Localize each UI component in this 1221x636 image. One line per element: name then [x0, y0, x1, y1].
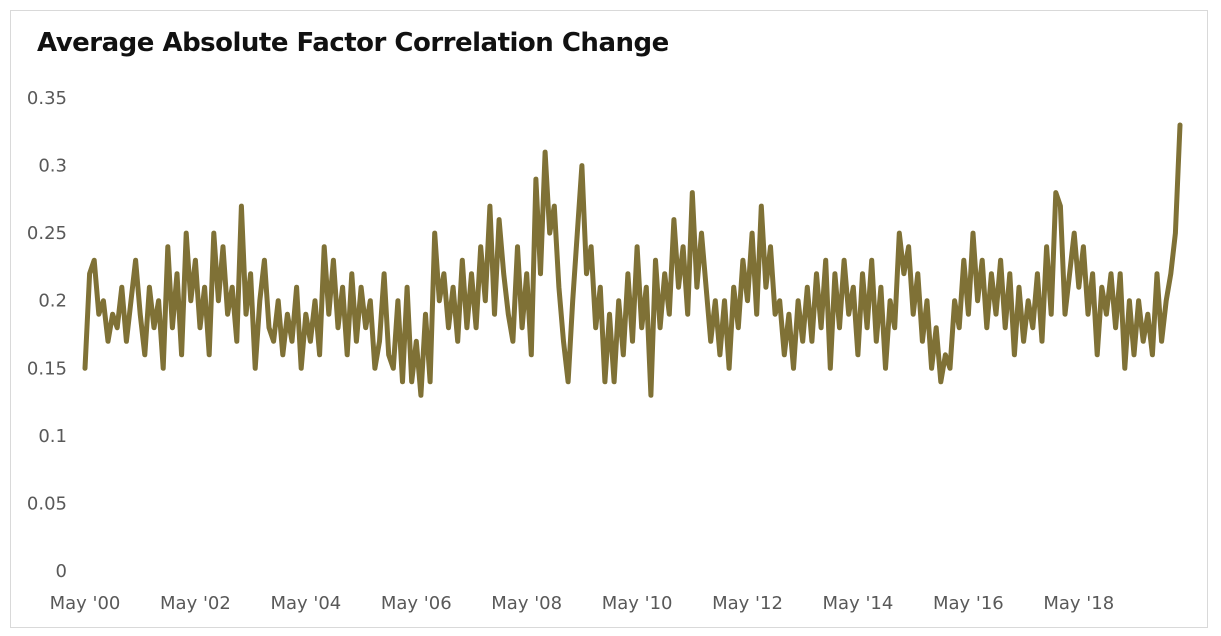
x-tick-label: May '04: [270, 593, 341, 614]
y-tick-label: 0.05: [27, 493, 67, 514]
y-tick-label: 0.25: [27, 223, 67, 244]
x-tick-label: May '18: [1043, 593, 1114, 614]
x-axis-ticks: May '00 May '02 May '04 May '06 May '08 May '…: [50, 593, 1115, 614]
y-tick-label: 0.1: [38, 426, 67, 447]
x-tick-label: May '02: [160, 593, 231, 614]
y-tick-label: 0.3: [38, 156, 67, 177]
x-tick-label: May '06: [381, 593, 452, 614]
y-tick-label: 0: [56, 561, 67, 582]
x-tick-label: May '10: [602, 593, 673, 614]
y-tick-label: 0.35: [27, 88, 67, 109]
x-tick-label: May '14: [823, 593, 894, 614]
y-axis-ticks: 0 0.05 0.1 0.15 0.2 0.25 0.3 0.35: [27, 88, 67, 582]
y-tick-label: 0.2: [38, 291, 67, 312]
chart-title: Average Absolute Factor Correlation Chan…: [37, 28, 669, 58]
x-tick-label: May '16: [933, 593, 1004, 614]
series-line: [82, 122, 1183, 398]
x-tick-label: May '00: [50, 593, 121, 614]
y-tick-label: 0.15: [27, 358, 67, 379]
x-tick-label: May '12: [712, 593, 783, 614]
x-tick-label: May '08: [491, 593, 562, 614]
